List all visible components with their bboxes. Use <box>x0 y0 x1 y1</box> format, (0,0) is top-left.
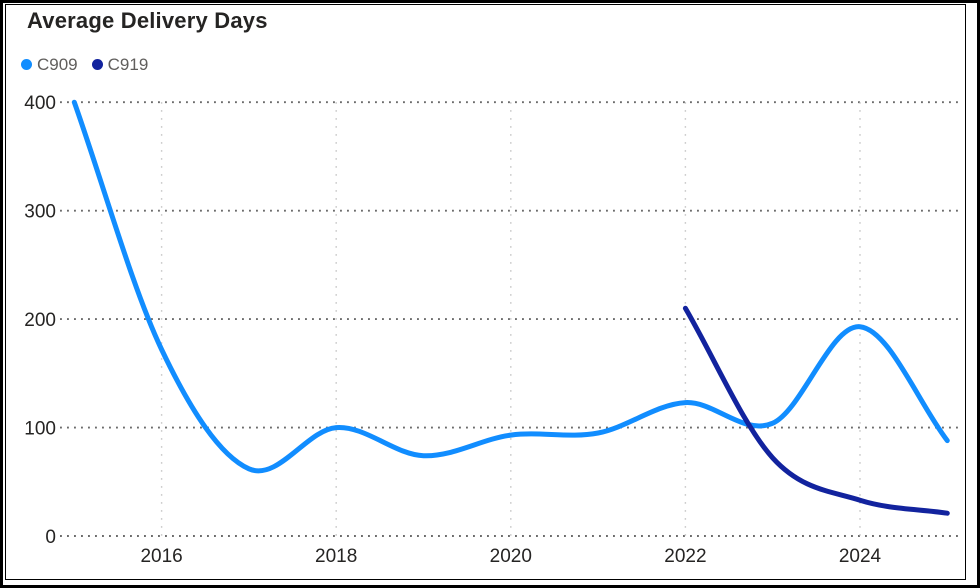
chart-title: Average Delivery Days <box>27 8 268 33</box>
y-tick-label-200: 200 <box>24 310 56 331</box>
legend-dot-icon <box>21 59 32 70</box>
x-tick-label-2022: 2022 <box>664 546 706 567</box>
legend-label: C919 <box>107 55 149 74</box>
y-tick-label-300: 300 <box>24 202 56 223</box>
legend-dot-icon <box>91 59 103 70</box>
legend: C909 C919 <box>21 56 148 73</box>
legend-item-C909[interactable]: C909 <box>21 56 78 73</box>
y-tick-label-100: 100 <box>24 419 56 440</box>
x-tick-label-2020: 2020 <box>490 546 532 567</box>
y-tick-label-0: 0 <box>45 527 56 548</box>
series-line-C919[interactable] <box>682 305 950 516</box>
x-tick-label-2016: 2016 <box>140 546 182 567</box>
legend-item-C919[interactable]: C919 <box>91 55 149 74</box>
x-tick-label-2018: 2018 <box>315 546 357 567</box>
y-tick-label-400: 400 <box>24 93 56 114</box>
x-tick-label-2024: 2024 <box>839 546 882 567</box>
series-line-C909[interactable] <box>71 99 950 474</box>
legend-label: C909 <box>37 55 78 74</box>
